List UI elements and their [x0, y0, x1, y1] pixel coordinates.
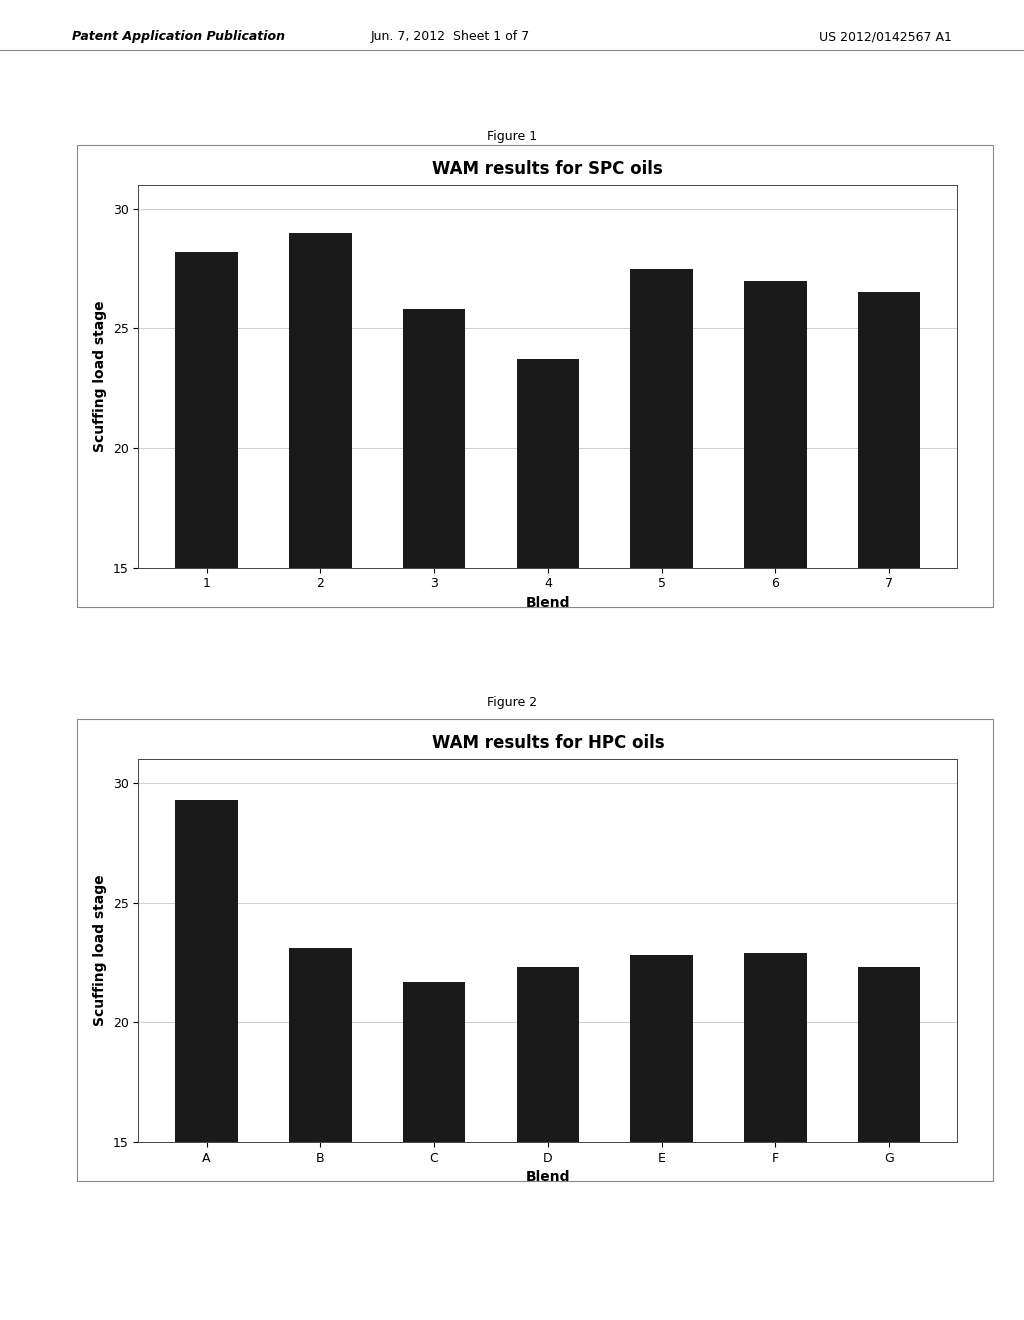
Bar: [289, 948, 351, 1320]
Text: Jun. 7, 2012  Sheet 1 of 7: Jun. 7, 2012 Sheet 1 of 7: [371, 30, 530, 44]
Bar: [175, 252, 238, 927]
Bar: [858, 293, 921, 927]
Bar: [858, 968, 921, 1320]
Text: Figure 2: Figure 2: [487, 696, 537, 709]
Text: Figure 1: Figure 1: [487, 129, 537, 143]
Text: US 2012/0142567 A1: US 2012/0142567 A1: [819, 30, 952, 44]
Bar: [402, 309, 465, 927]
Title: WAM results for HPC oils: WAM results for HPC oils: [431, 734, 665, 752]
Bar: [402, 982, 465, 1320]
Bar: [289, 232, 351, 927]
Y-axis label: Scuffing load stage: Scuffing load stage: [93, 875, 108, 1026]
Bar: [175, 800, 238, 1320]
Bar: [744, 953, 807, 1320]
X-axis label: Blend: Blend: [525, 595, 570, 610]
Text: Patent Application Publication: Patent Application Publication: [72, 30, 285, 44]
Bar: [516, 359, 580, 927]
Bar: [631, 268, 693, 927]
Y-axis label: Scuffing load stage: Scuffing load stage: [93, 301, 108, 451]
Bar: [744, 281, 807, 927]
Bar: [631, 956, 693, 1320]
Bar: [516, 968, 580, 1320]
Title: WAM results for SPC oils: WAM results for SPC oils: [432, 160, 664, 178]
X-axis label: Blend: Blend: [525, 1170, 570, 1184]
